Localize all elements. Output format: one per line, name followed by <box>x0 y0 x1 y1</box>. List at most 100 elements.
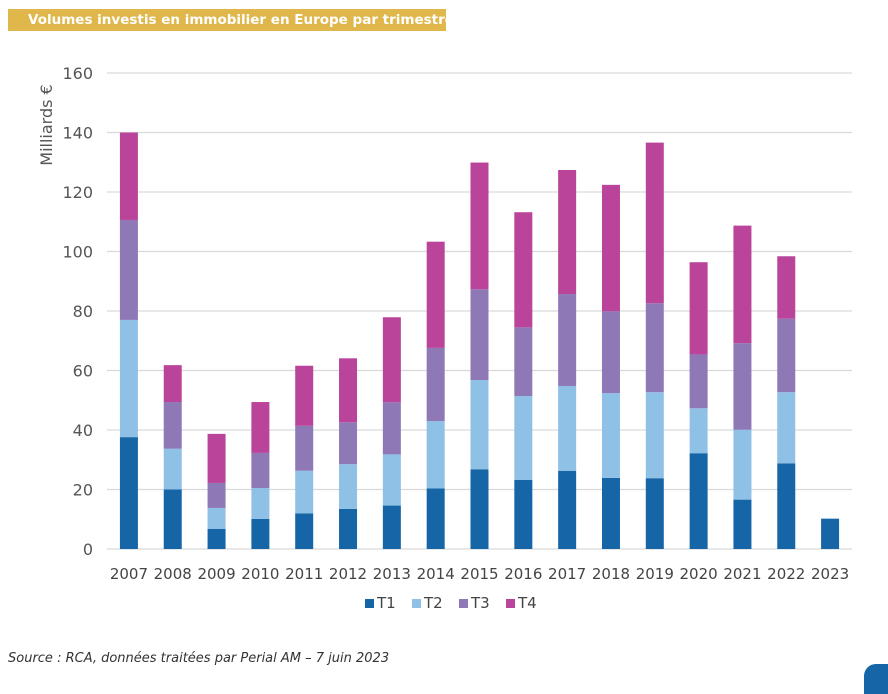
y-tick-label: 160 <box>62 64 93 83</box>
bar-t3-2022 <box>777 318 796 393</box>
bar-t4-2007 <box>119 132 138 220</box>
bar-t1-2014 <box>426 488 445 549</box>
bar-t3-2010 <box>251 452 270 489</box>
bar-t3-2020 <box>689 354 708 409</box>
bar-t2-2013 <box>382 454 401 506</box>
bar-t2-2019 <box>645 392 664 479</box>
x-tick-label: 2016 <box>504 565 542 583</box>
x-tick-label: 2014 <box>417 565 455 583</box>
bar-t1-2009 <box>207 528 226 549</box>
bar-t3-2011 <box>295 425 314 471</box>
x-axis-ticks: 2007 2008 2009 2010 2011 2012 2013 2014 2015 2016… <box>110 565 849 583</box>
x-tick-label: 2020 <box>680 565 718 583</box>
bar-t1-2021 <box>733 499 752 549</box>
bar-t4-2022 <box>777 256 796 319</box>
bar-t2-2010 <box>251 488 270 519</box>
bar-t4-2009 <box>207 433 226 483</box>
bar-t1-2011 <box>295 513 314 549</box>
bar-t1-2018 <box>601 477 620 549</box>
bar-t4-2015 <box>470 162 489 290</box>
x-tick-label: 2023 <box>811 565 849 583</box>
bar-t1-2008 <box>163 489 182 549</box>
bar-t1-2010 <box>251 518 270 549</box>
bar-t3-2018 <box>601 311 620 394</box>
bar-t2-2020 <box>689 408 708 454</box>
x-tick-label: 2012 <box>329 565 367 583</box>
bar-t2-2021 <box>733 429 752 500</box>
bar-t4-2008 <box>163 365 182 403</box>
bar-t3-2017 <box>558 294 577 386</box>
legend-label: T3 <box>470 594 490 612</box>
x-tick-label: 2008 <box>154 565 192 583</box>
bar-t1-2022 <box>777 463 796 549</box>
x-tick-label: 2010 <box>241 565 279 583</box>
bar-t1-2017 <box>558 470 577 549</box>
bar-t4-2020 <box>689 262 708 355</box>
bar-t2-2016 <box>514 396 533 480</box>
bar-t4-2021 <box>733 225 752 344</box>
x-tick-label: 2009 <box>197 565 235 583</box>
bar-t4-2018 <box>601 184 620 312</box>
bar-t3-2015 <box>470 289 489 381</box>
y-tick-label: 60 <box>73 362 93 381</box>
bar-t1-2013 <box>382 505 401 549</box>
bar-t1-2019 <box>645 478 664 549</box>
bar-t2-2007 <box>119 319 138 438</box>
bar-t3-2013 <box>382 402 401 455</box>
bar-t2-2012 <box>339 464 358 509</box>
x-tick-label: 2015 <box>460 565 498 583</box>
chart-title-banner: Volumes investis en immobilier en Europe… <box>8 9 454 31</box>
bar-t3-2016 <box>514 327 533 397</box>
legend-swatch <box>365 599 374 608</box>
bar-t4-2011 <box>295 365 314 426</box>
x-tick-label: 2019 <box>636 565 674 583</box>
bar-t1-2012 <box>339 508 358 549</box>
bar-t1-2016 <box>514 479 533 549</box>
bar-t4-2017 <box>558 169 577 295</box>
bar-t3-2007 <box>119 219 138 320</box>
legend-label: T2 <box>423 594 443 612</box>
x-tick-label: 2022 <box>767 565 805 583</box>
bar-t2-2014 <box>426 421 445 489</box>
bar-t4-2019 <box>645 142 664 304</box>
y-tick-label: 80 <box>73 302 93 321</box>
bar-t4-2012 <box>339 358 358 423</box>
bar-t2-2017 <box>558 385 577 471</box>
legend-swatch <box>506 599 515 608</box>
bar-t2-2008 <box>163 448 182 490</box>
bar-t3-2012 <box>339 422 358 465</box>
legend-swatch <box>412 599 421 608</box>
x-tick-label: 2017 <box>548 565 586 583</box>
x-tick-label: 2011 <box>285 565 323 583</box>
y-tick-label: 140 <box>62 124 93 143</box>
y-tick-label: 40 <box>73 421 93 440</box>
x-tick-label: 2018 <box>592 565 630 583</box>
legend-item-t4: T4 <box>506 594 537 612</box>
bars <box>119 132 840 549</box>
bar-t1-2015 <box>470 469 489 549</box>
bar-t3-2014 <box>426 347 445 422</box>
bar-t4-2010 <box>251 402 270 453</box>
bar-t3-2019 <box>645 303 664 393</box>
source-note: Source : RCA, données traitées par Peria… <box>8 651 390 666</box>
legend-swatch <box>459 599 468 608</box>
y-tick-label: 100 <box>62 243 93 262</box>
bar-t2-2009 <box>207 507 226 529</box>
legend-label: T4 <box>517 594 537 612</box>
y-tick-label: 120 <box>62 183 93 202</box>
bar-t2-2022 <box>777 392 796 464</box>
bar-t2-2015 <box>470 380 489 470</box>
bar-t2-2011 <box>295 470 314 514</box>
x-tick-label: 2013 <box>373 565 411 583</box>
y-axis-ticks: 0 20 40 60 80 100 120 140 160 <box>62 64 93 559</box>
bar-t3-2021 <box>733 343 752 430</box>
x-tick-label: 2021 <box>723 565 761 583</box>
legend-item-t3: T3 <box>459 594 490 612</box>
bar-t2-2018 <box>601 393 620 478</box>
bar-t1-2023 <box>821 518 840 549</box>
y-tick-label: 20 <box>73 481 93 500</box>
legend-label: T1 <box>376 594 396 612</box>
brand-logo-fragment <box>864 664 888 694</box>
bar-t1-2007 <box>119 437 138 549</box>
